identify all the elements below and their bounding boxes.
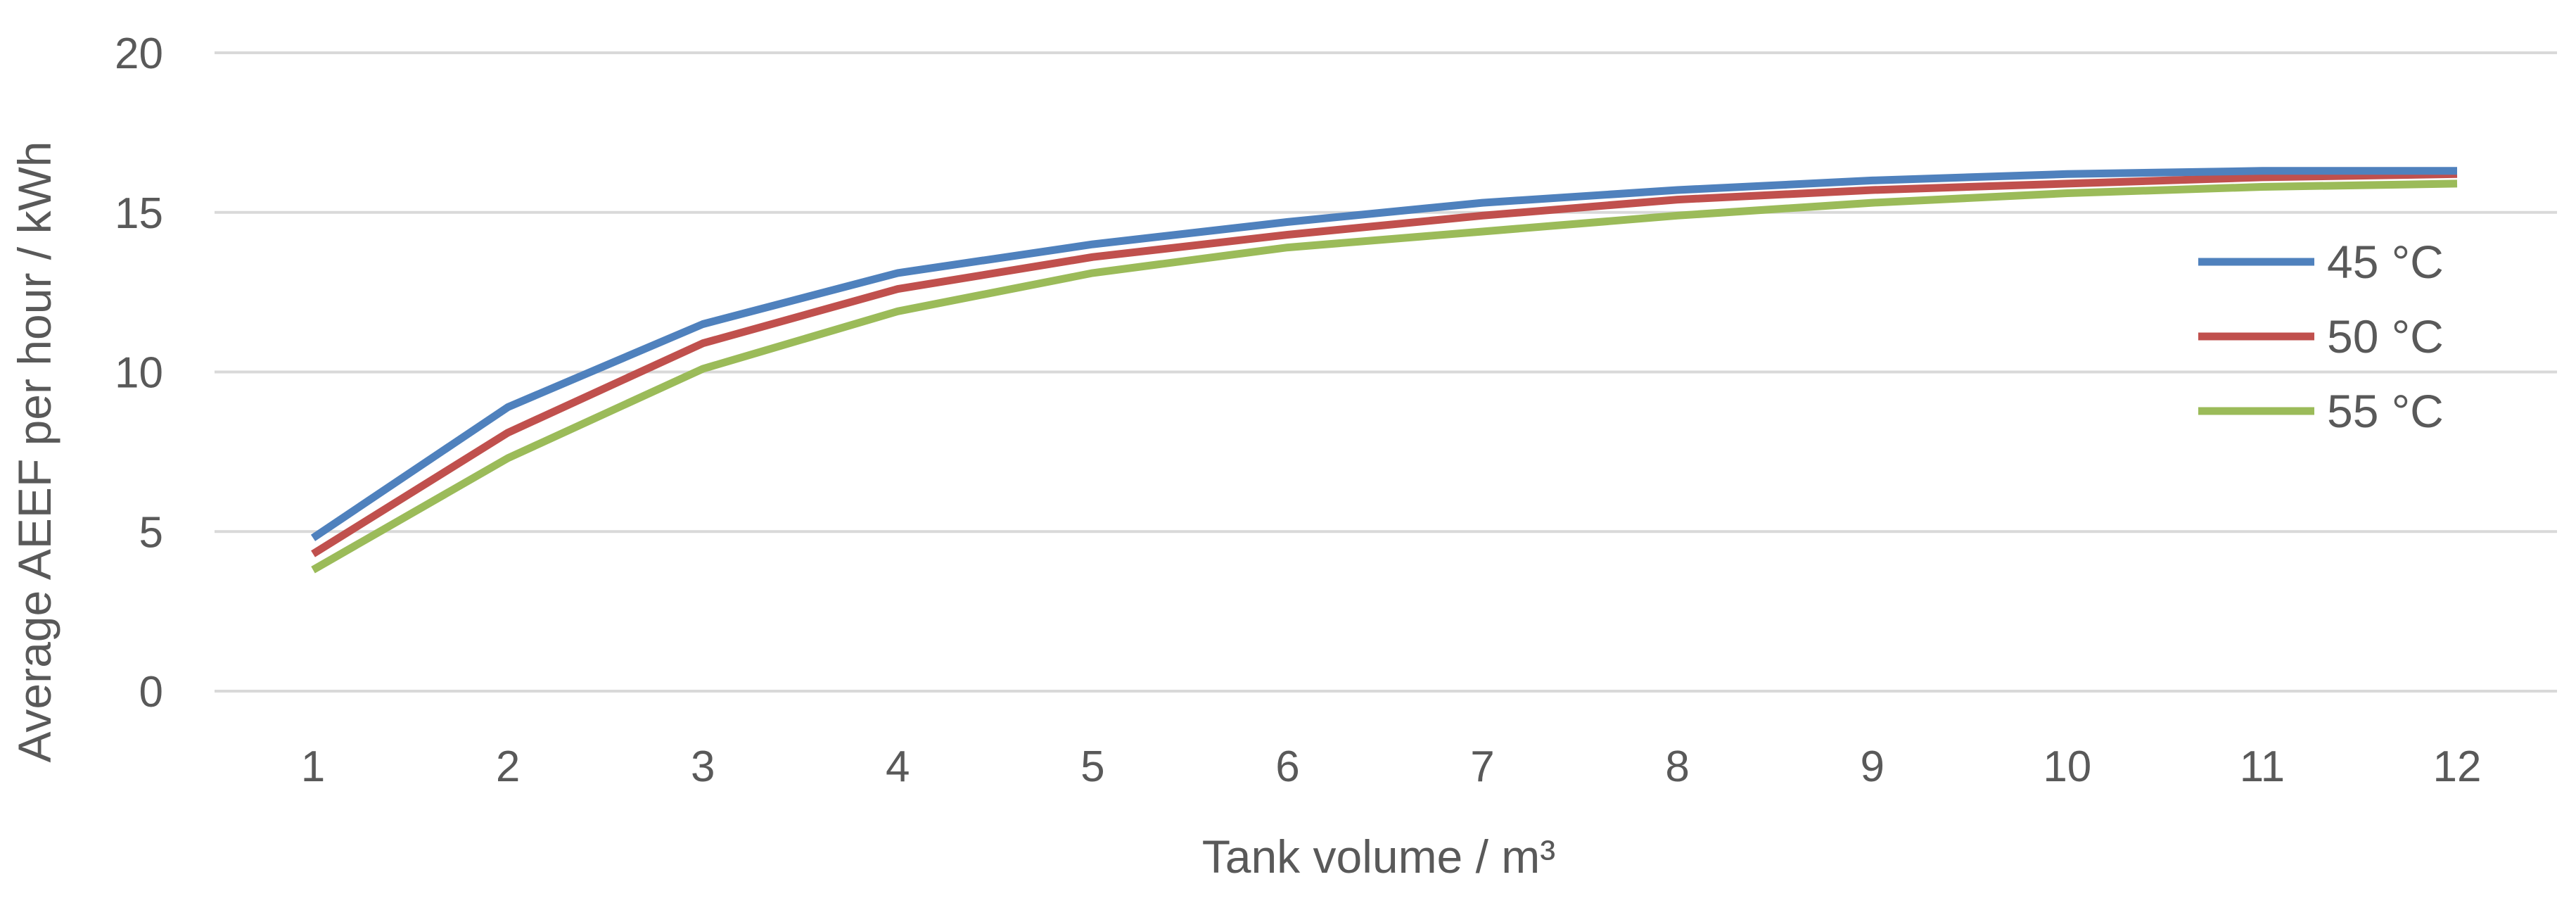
x-tick-label: 8 bbox=[1665, 743, 1689, 791]
x-tick-label: 3 bbox=[691, 743, 715, 791]
x-tick-label: 6 bbox=[1275, 743, 1299, 791]
x-axis-title: Tank volume / m³ bbox=[1202, 831, 1555, 883]
x-tick-label: 9 bbox=[1860, 743, 1884, 791]
series-line-50c bbox=[311, 170, 2458, 557]
y-tick-label: 20 bbox=[115, 30, 163, 78]
legend-label: 50 °C bbox=[2327, 310, 2444, 362]
legend-label: 55 °C bbox=[2327, 385, 2444, 437]
x-tick-label: 11 bbox=[2240, 743, 2285, 791]
series-lines bbox=[310, 167, 2458, 574]
y-axis-ticks: 0 5 10 15 20 bbox=[115, 30, 163, 716]
series-line-55c bbox=[311, 179, 2458, 574]
series-line-45c bbox=[310, 167, 2457, 541]
x-tick-label: 10 bbox=[2043, 743, 2091, 791]
x-axis-ticks: 1 2 3 4 5 6 7 8 9 10 11 12 bbox=[301, 743, 2482, 791]
gridlines bbox=[215, 51, 2557, 693]
legend-label: 45 °C bbox=[2327, 236, 2444, 288]
y-tick-label: 0 bbox=[139, 668, 163, 716]
x-tick-label: 1 bbox=[301, 743, 325, 791]
x-tick-label: 12 bbox=[2433, 743, 2482, 791]
x-tick-label: 7 bbox=[1470, 743, 1494, 791]
y-tick-label: 10 bbox=[115, 349, 163, 398]
y-tick-label: 5 bbox=[139, 508, 163, 557]
x-tick-label: 4 bbox=[886, 743, 910, 791]
x-tick-label: 5 bbox=[1080, 743, 1104, 791]
y-tick-label: 15 bbox=[115, 189, 163, 238]
y-axis-title: Average AEEF per hour / kWh bbox=[8, 141, 60, 763]
x-tick-label: 2 bbox=[496, 743, 520, 791]
legend: 45 °C 50 °C 55 °C bbox=[2198, 236, 2444, 437]
